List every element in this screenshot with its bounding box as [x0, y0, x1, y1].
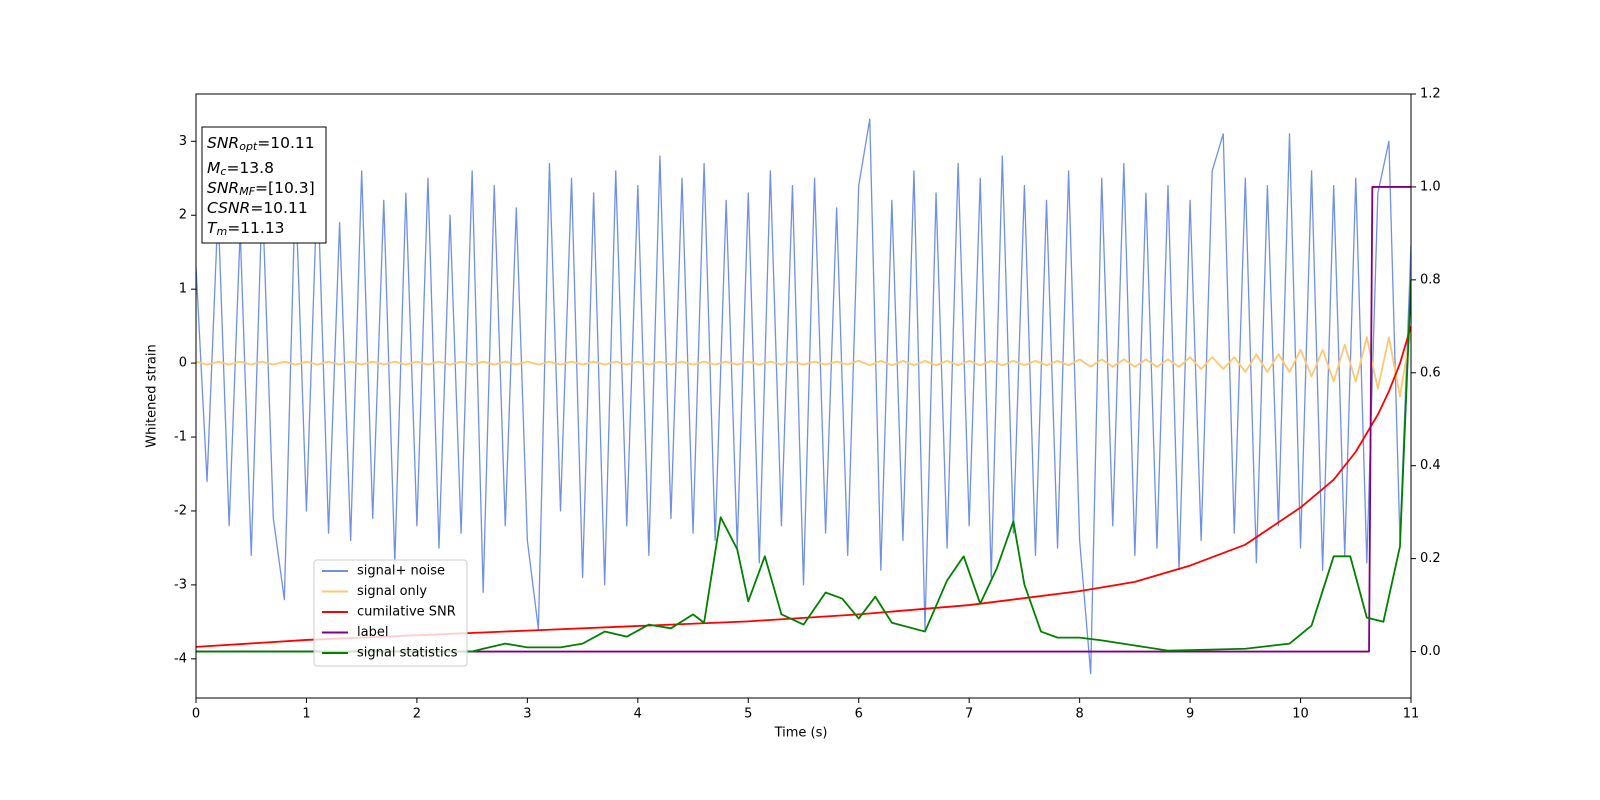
series-line — [196, 279, 1411, 653]
y-tick-label: -1 — [174, 430, 187, 445]
y2-tick-label: 0.8 — [1420, 272, 1441, 287]
x-tick-label: 2 — [413, 707, 421, 722]
x-tick-label: 9 — [1186, 707, 1194, 722]
series-line — [196, 326, 1411, 648]
annotation-subscript: c — [220, 165, 226, 178]
y2-tick-label: 1.0 — [1420, 179, 1441, 194]
y-tick-label: -2 — [174, 503, 187, 518]
y-tick-label: 0 — [179, 356, 187, 371]
series-line — [196, 186, 1411, 653]
legend-label: signal statistics — [357, 646, 458, 661]
annotation-value: =11.13 — [227, 219, 284, 237]
legend: signal+ noise signal only cumilative SNR la… — [313, 559, 468, 667]
series-line — [196, 118, 1411, 675]
annotation-box: SNRopt=10.11Mc=13.8SNRMF=[10.3]CSNR=10.1… — [201, 126, 327, 244]
legend-label: label — [357, 625, 388, 640]
x-tick-label: 8 — [1075, 707, 1083, 722]
y-axis-label: Whitened strain — [145, 344, 160, 447]
plot-frame — [195, 93, 1412, 699]
y-tick-label: -4 — [174, 651, 187, 666]
annotation: SNRMF=[10.3] — [207, 179, 315, 199]
x-tick-label: 11 — [1403, 707, 1420, 722]
x-tick-label: 0 — [192, 707, 200, 722]
annotation: Mc=13.8 — [207, 159, 274, 179]
annotation: SNRopt=10.11 — [207, 134, 315, 154]
x-tick-label: 5 — [744, 707, 752, 722]
annotation: CSNR=10.11 — [207, 199, 308, 217]
annotation-value: =[10.3] — [255, 179, 315, 197]
annotation-symbol: SNR — [207, 179, 239, 197]
x-tick-label: 6 — [855, 707, 863, 722]
annotation-frame — [201, 126, 327, 244]
y-tick-label: 1 — [179, 282, 187, 297]
legend-label: cumilative SNR — [357, 605, 456, 620]
x-tick-label: 10 — [1292, 707, 1309, 722]
annotation-subscript: opt — [239, 140, 258, 153]
x-tick-label: 3 — [523, 707, 531, 722]
annotation-symbol: CSNR — [207, 199, 250, 217]
x-tick-label: 4 — [634, 707, 642, 722]
y-tick-label: -3 — [174, 577, 187, 592]
legend-label: signal only — [357, 584, 427, 599]
legend-frame — [313, 559, 468, 667]
annotation-value: =10.11 — [250, 199, 307, 217]
annotation-value: =13.8 — [226, 159, 274, 177]
annotation-symbol: SNR — [207, 134, 239, 152]
y-tick-label: 2 — [179, 208, 187, 223]
annotation-symbol: M — [207, 159, 220, 177]
x-axis-label: Time (s) — [774, 726, 828, 741]
annotation-subscript: MF — [239, 185, 255, 198]
x-tick-label: 1 — [302, 707, 310, 722]
y-tick-label: 3 — [179, 134, 187, 149]
x-tick-label: 7 — [965, 707, 973, 722]
y2-tick-label: 1.2 — [1420, 87, 1441, 102]
y2-tick-label: 0.4 — [1420, 458, 1441, 473]
y2-tick-label: 0.0 — [1420, 644, 1441, 659]
annotation-symbol: T — [207, 219, 218, 237]
y2-tick-label: 0.2 — [1420, 551, 1441, 566]
annotation-value: =10.11 — [257, 134, 314, 152]
annotation: Tm=11.13 — [207, 219, 285, 239]
legend-label: signal+ noise — [357, 564, 445, 579]
y2-tick-label: 0.6 — [1420, 365, 1441, 380]
series-line — [196, 329, 1411, 398]
annotation-subscript: m — [216, 225, 227, 238]
